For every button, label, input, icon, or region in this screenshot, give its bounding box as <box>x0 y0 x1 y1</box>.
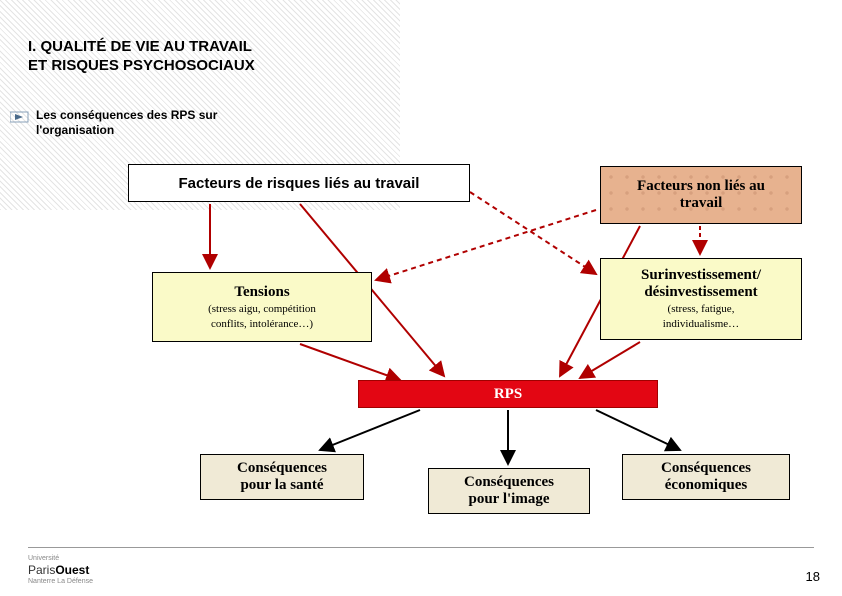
node-label-l2: pour l'image <box>469 491 550 508</box>
footer-divider <box>28 547 814 548</box>
node-sub-l2: individualisme… <box>663 318 739 331</box>
heading-line1: I. QUALITÉ DE VIE AU TRAVAIL <box>28 38 252 55</box>
node-rps: RPS <box>358 380 658 408</box>
node-label-l1: Conséquences <box>661 460 751 477</box>
node-sub-l1: (stress, fatigue, <box>668 303 735 316</box>
node-consequences-image: Conséquences pour l'image <box>428 468 590 514</box>
node-label-l1: Conséquences <box>237 460 327 477</box>
page-number: 18 <box>806 569 820 584</box>
node-label-l1: Conséquences <box>464 474 554 491</box>
logo-sub: Nanterre La Défense <box>28 578 93 586</box>
node-tensions: Tensions (stress aigu, compétition confl… <box>152 272 372 342</box>
edge <box>300 344 400 380</box>
edge <box>320 410 420 450</box>
node-consequences-economiques: Conséquences économiques <box>622 454 790 500</box>
university-logo: Université ParisOuest Nanterre La Défens… <box>28 555 93 586</box>
node-label-l2: désinvestissement <box>644 284 757 301</box>
node-sub-l1: (stress aigu, compétition <box>208 303 316 316</box>
node-label-l1: Facteurs non liés au <box>637 178 765 195</box>
edge <box>376 210 596 280</box>
subheading-line1: Les conséquences des RPS sur <box>36 108 217 122</box>
node-label-l2: pour la santé <box>240 477 323 494</box>
edge <box>596 410 680 450</box>
node-facteurs-non-lies: Facteurs non liés au travail <box>600 166 802 224</box>
bullet-arrow-icon <box>10 110 32 124</box>
edge <box>580 342 640 378</box>
node-label-l1: Surinvestissement/ <box>641 267 761 284</box>
slide-subheading: Les conséquences des RPS sur l'organisat… <box>36 108 217 138</box>
node-facteurs-lies: Facteurs de risques liés au travail <box>128 164 470 202</box>
node-label-l2: travail <box>680 195 723 212</box>
node-surinvestissement: Surinvestissement/ désinvestissement (st… <box>600 258 802 340</box>
logo-universite: Université <box>28 555 93 563</box>
node-label: Tensions <box>234 284 289 301</box>
node-consequences-sante: Conséquences pour la santé <box>200 454 364 500</box>
node-label-l2: économiques <box>665 477 748 494</box>
node-label: RPS <box>494 386 522 403</box>
heading-line2: ET RISQUES PSYCHOSOCIAUX <box>28 57 255 74</box>
node-label: Facteurs de risques liés au travail <box>179 175 420 192</box>
slide-heading: I. QUALITÉ DE VIE AU TRAVAIL ET RISQUES … <box>28 38 255 76</box>
node-sub-l2: conflits, intolérance…) <box>211 318 313 331</box>
logo-paris-ouest: ParisOuest <box>28 563 93 577</box>
edge <box>470 192 596 274</box>
subheading-line2: l'organisation <box>36 123 114 137</box>
